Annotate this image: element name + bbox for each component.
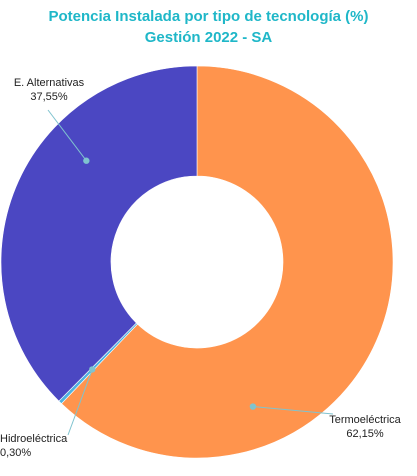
- leader-dot-e-alternativas: [83, 157, 90, 164]
- leader-dot-termoelectrica: [249, 403, 257, 410]
- donut-slices: [0, 65, 394, 459]
- leader-line-termoelectrica: [252, 406, 334, 415]
- chart-title: Potencia Instalada por tipo de tecnologí…: [48, 8, 369, 25]
- slice-termoelectrica: [61, 65, 394, 459]
- leader-dot-hidroelectrica: [89, 366, 96, 373]
- slice-label-termoelectrica: Termoeléctrica 62,15%: [325, 413, 405, 441]
- slice-category-termoelectrica: Termoeléctrica: [329, 414, 401, 426]
- leader-line-e-alternativas: [47, 109, 87, 162]
- slice-value-termoelectrica: 62,15%: [346, 428, 384, 440]
- leader-line-hidroelectrica: [67, 369, 93, 436]
- chart-subtitle: Gestión 2022 - SA: [144, 29, 273, 46]
- slice-e-alternativas: [0, 65, 198, 402]
- leader-lines: [47, 109, 334, 436]
- slice-label-alternativas: E. Alternativas 37,55%: [4, 76, 94, 104]
- slice-value-alternativas: 37,55%: [30, 91, 68, 103]
- slice-value-hidroelectrica: 0,30%: [0, 447, 32, 459]
- chart-title-block: Potencia Instalada por tipo de tecnologí…: [0, 6, 417, 48]
- slice-category-hidroelectrica: Hidroeléctrica: [0, 433, 68, 445]
- slice-label-hidroelectrica: Hidroeléctrica 0,30%: [0, 432, 67, 460]
- slice-category-alternativas: E. Alternativas: [13, 77, 85, 89]
